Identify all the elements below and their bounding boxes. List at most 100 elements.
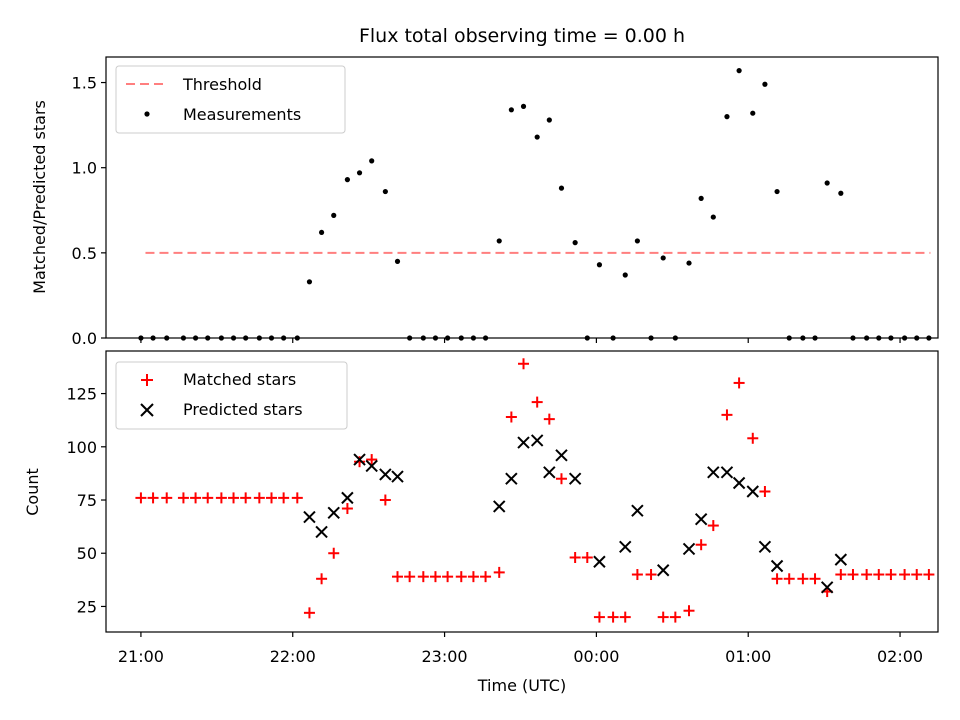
matched-star-point	[759, 486, 771, 497]
predicted-star-point	[593, 555, 606, 568]
matched-star-point	[733, 377, 745, 389]
measurement-point	[838, 190, 844, 196]
matched-star-point	[555, 473, 567, 485]
matched-star-point	[147, 492, 159, 504]
matched-star-point	[695, 539, 707, 551]
matched-star-point	[847, 569, 859, 581]
matched-star-point	[190, 492, 202, 504]
y-tick-label: 25	[77, 597, 97, 616]
chart-title: Flux total observing time = 0.00 h	[359, 25, 685, 47]
y-tick-label: 0.5	[72, 244, 97, 263]
matched-star-point	[316, 573, 328, 585]
matched-star-point	[455, 571, 467, 583]
matched-star-point	[645, 569, 657, 581]
matched-star-point	[265, 492, 277, 504]
matched-star-point	[707, 520, 719, 532]
matched-star-point	[531, 396, 543, 408]
measurement-point	[432, 335, 439, 341]
measurement-point	[914, 335, 920, 341]
measurement-point	[864, 335, 870, 341]
measurement-point	[812, 335, 818, 341]
predicted-star-point	[682, 542, 696, 556]
legend-predicted-label: Predicted stars	[183, 400, 303, 419]
measurement-point	[331, 212, 337, 218]
matched-star-point	[607, 611, 619, 623]
predicted-star-point	[365, 459, 378, 473]
legend-measurements-swatch	[144, 111, 150, 117]
matched-star-point	[379, 494, 391, 506]
measurement-point	[710, 214, 716, 220]
matched-star-point	[240, 492, 252, 504]
matched-star-point	[911, 569, 923, 581]
measurement-point	[294, 335, 300, 341]
predicted-star-point	[694, 512, 708, 526]
predicted-star-point	[732, 476, 746, 490]
matched-star-point	[518, 358, 530, 370]
predicted-star-point	[820, 581, 834, 594]
measurement-point	[281, 335, 287, 341]
matched-star-point	[593, 611, 605, 623]
matched-star-point	[669, 611, 681, 623]
y-tick-label: 0.0	[72, 329, 97, 348]
matched-star-point	[354, 456, 366, 468]
measurement-point	[558, 185, 565, 191]
predicted-star-point	[631, 504, 644, 517]
matched-star-point	[923, 569, 935, 581]
top-y-axis-label: Matched/Predicted stars	[30, 100, 49, 294]
measurement-point	[584, 335, 590, 341]
matched-star-point	[809, 573, 821, 585]
matched-star-point	[328, 547, 340, 559]
measurement-point	[192, 335, 199, 341]
x-tick-label: 01:00	[725, 647, 771, 666]
measurement-point	[534, 134, 540, 140]
bottom-y-ticks: 25 50 75 100 125	[66, 385, 106, 616]
predicted-star-point	[758, 540, 772, 554]
predicted-star-point	[391, 470, 404, 483]
matched-star-point	[202, 492, 214, 504]
measurement-point	[520, 103, 527, 109]
top-y-ticks: 0.0 0.5 1.0 1.5	[72, 74, 106, 348]
predicted-star-point	[555, 449, 568, 462]
matched-star-point	[835, 569, 847, 581]
matched-star-point	[135, 492, 147, 504]
measurement-point	[205, 335, 211, 341]
top-x-ticks	[140, 338, 901, 343]
measurement-point	[750, 110, 756, 116]
matched-star-point	[493, 566, 505, 578]
measurement-point	[596, 262, 603, 268]
measurement-point	[546, 117, 552, 123]
measurement-point	[356, 170, 363, 176]
measurement-point	[218, 335, 224, 341]
predicted-star-point	[720, 466, 734, 479]
matched-star-point	[683, 605, 695, 617]
predicted-star-point	[379, 468, 392, 481]
measurement-point	[622, 272, 628, 278]
predicted-star-point	[707, 466, 720, 479]
bottom-x-ticks	[140, 632, 901, 637]
measurement-point	[445, 335, 451, 341]
predicted-star-point	[327, 506, 340, 519]
measurement-point	[243, 335, 249, 341]
matched-star-point	[631, 569, 643, 581]
matched-star-point	[721, 409, 733, 421]
predicted-star-point	[530, 434, 544, 447]
matched-star-point	[771, 573, 783, 585]
x-axis-label: Time (UTC)	[477, 676, 566, 695]
matched-star-point	[341, 503, 353, 515]
top-legend: Threshold Measurements	[115, 65, 346, 134]
y-tick-label: 75	[77, 491, 97, 510]
measurement-point	[850, 335, 856, 341]
measurement-point	[648, 335, 654, 341]
matched-star-point	[885, 569, 897, 581]
measurement-point	[774, 188, 780, 195]
x-tick-label: 22:00	[270, 647, 316, 666]
measurement-point	[138, 335, 144, 341]
x-tick-label: 23:00	[422, 647, 468, 666]
y-tick-label: 1.5	[72, 74, 97, 93]
top-panel: 0.0 0.5 1.0 1.5 Matched/Predicted stars Thr…	[30, 56, 939, 348]
matched-star-point	[657, 611, 669, 623]
matched-star-point	[505, 411, 517, 423]
matched-star-point	[467, 571, 479, 583]
measurement-point	[724, 114, 730, 120]
measurement-point	[230, 335, 237, 341]
